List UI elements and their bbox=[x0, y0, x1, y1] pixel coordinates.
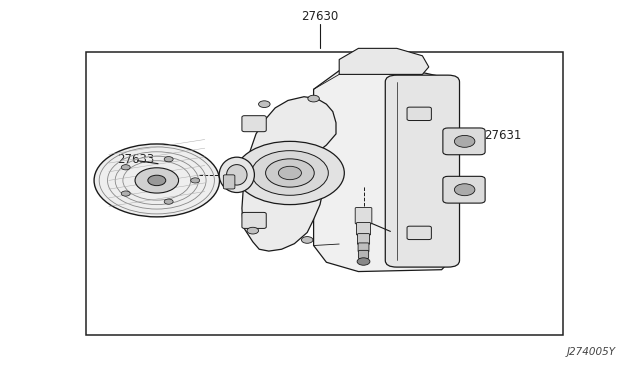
Text: 27630: 27630 bbox=[301, 10, 339, 23]
Circle shape bbox=[308, 95, 319, 102]
Circle shape bbox=[148, 175, 166, 186]
Circle shape bbox=[278, 166, 301, 180]
Circle shape bbox=[247, 227, 259, 234]
Circle shape bbox=[266, 159, 314, 187]
Circle shape bbox=[252, 151, 328, 195]
Ellipse shape bbox=[219, 157, 255, 193]
FancyBboxPatch shape bbox=[357, 234, 370, 244]
FancyBboxPatch shape bbox=[355, 208, 372, 224]
Circle shape bbox=[259, 101, 270, 108]
Circle shape bbox=[191, 178, 200, 183]
FancyBboxPatch shape bbox=[358, 243, 369, 252]
FancyBboxPatch shape bbox=[407, 226, 431, 240]
FancyBboxPatch shape bbox=[242, 212, 266, 228]
FancyBboxPatch shape bbox=[407, 107, 431, 121]
Circle shape bbox=[135, 168, 179, 193]
Text: J274005Y: J274005Y bbox=[566, 347, 616, 357]
Ellipse shape bbox=[227, 165, 247, 185]
Polygon shape bbox=[339, 48, 429, 74]
FancyBboxPatch shape bbox=[242, 116, 266, 132]
Circle shape bbox=[164, 157, 173, 162]
FancyBboxPatch shape bbox=[443, 176, 485, 203]
Bar bbox=[86, 52, 563, 335]
Text: 27631: 27631 bbox=[484, 129, 522, 141]
Text: 92682: 92682 bbox=[394, 226, 431, 239]
Circle shape bbox=[454, 184, 475, 196]
Circle shape bbox=[164, 199, 173, 204]
Polygon shape bbox=[242, 97, 336, 251]
Polygon shape bbox=[314, 67, 454, 272]
FancyBboxPatch shape bbox=[356, 222, 371, 235]
FancyBboxPatch shape bbox=[358, 250, 369, 259]
Circle shape bbox=[454, 135, 475, 147]
Text: 27633: 27633 bbox=[117, 153, 154, 166]
FancyBboxPatch shape bbox=[385, 75, 460, 267]
Circle shape bbox=[121, 165, 130, 170]
Circle shape bbox=[94, 144, 220, 217]
FancyBboxPatch shape bbox=[443, 128, 485, 155]
Circle shape bbox=[301, 237, 313, 243]
Circle shape bbox=[121, 191, 130, 196]
Circle shape bbox=[357, 258, 370, 265]
FancyBboxPatch shape bbox=[223, 175, 235, 189]
Circle shape bbox=[236, 141, 344, 205]
